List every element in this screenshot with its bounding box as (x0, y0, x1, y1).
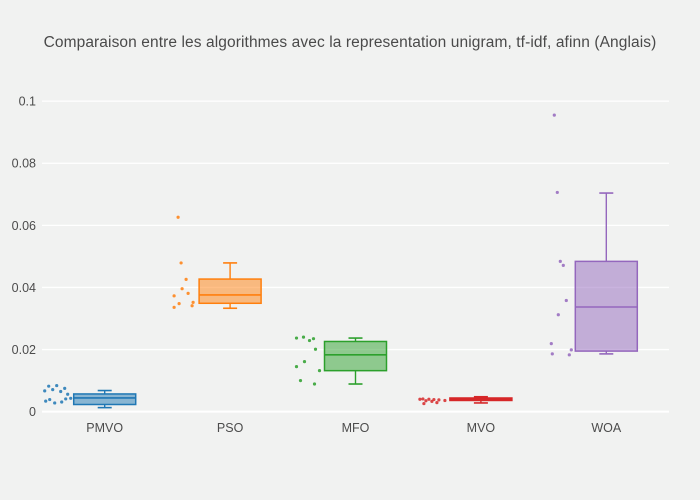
scatter-point-PMVO[interactable] (63, 386, 67, 390)
box-MFO[interactable] (323, 340, 388, 372)
scatter-point-WOA[interactable] (549, 342, 553, 346)
scatter-point-WOA[interactable] (552, 113, 556, 117)
y-tick-label: 0 (29, 405, 36, 419)
scatter-point-MFO[interactable] (302, 360, 307, 364)
scatter-point-PMVO[interactable] (48, 397, 52, 402)
scatter-point-WOA[interactable] (567, 353, 571, 357)
scatter-point-PMVO[interactable] (53, 401, 57, 405)
scatter-point-PSO[interactable] (190, 304, 194, 308)
scatter-point-PMVO[interactable] (59, 389, 63, 394)
chart-title: Comparaison entre les algorithmes avec l… (43, 34, 657, 51)
scatter-point-PMVO[interactable] (44, 399, 48, 403)
x-category-label-PMVO: PMVO (86, 421, 123, 435)
scatter-point-MVO[interactable] (435, 401, 439, 405)
scatter-point-WOA[interactable] (558, 259, 562, 263)
scatter-point-PMVO[interactable] (64, 397, 68, 401)
scatter-point-MFO[interactable] (294, 336, 299, 340)
scatter-point-PMVO[interactable] (66, 392, 70, 396)
scatter-point-MFO[interactable] (312, 382, 317, 386)
scatter-point-MVO[interactable] (424, 399, 428, 403)
box-PSO[interactable] (198, 278, 262, 305)
scatter-point-PSO[interactable] (184, 277, 188, 281)
scatter-point-MVO[interactable] (427, 397, 431, 401)
scatter-point-PSO[interactable] (186, 291, 190, 295)
scatter-point-MVO[interactable] (418, 397, 422, 401)
x-category-label-WOA: WOA (591, 421, 622, 435)
scatter-point-PSO[interactable] (176, 215, 180, 219)
scatter-point-WOA[interactable] (556, 313, 560, 317)
scatter-point-PMVO[interactable] (43, 389, 47, 393)
x-category-label-MVO: MVO (467, 421, 496, 435)
scatter-point-MVO[interactable] (421, 397, 425, 401)
scatter-point-PMVO[interactable] (51, 388, 55, 392)
scatter-point-MFO[interactable] (301, 335, 306, 339)
scatter-point-PMVO[interactable] (60, 400, 64, 404)
scatter-point-PSO[interactable] (180, 287, 184, 291)
scatter-point-PSO[interactable] (177, 301, 181, 306)
y-tick-label: 0.02 (12, 343, 36, 357)
scatter-point-PSO[interactable] (172, 294, 176, 298)
scatter-point-MVO[interactable] (430, 399, 434, 404)
scatter-point-WOA[interactable] (564, 298, 568, 303)
scatter-point-MVO[interactable] (432, 397, 436, 402)
scatter-point-WOA[interactable] (569, 348, 573, 352)
x-category-label-PSO: PSO (217, 421, 244, 435)
scatter-point-MFO[interactable] (307, 338, 312, 343)
scatter-point-PMVO[interactable] (55, 383, 59, 388)
y-tick-label: 0.06 (12, 219, 36, 233)
box-PMVO[interactable] (72, 393, 137, 406)
scatter-point-MFO[interactable] (294, 365, 299, 369)
x-category-label-MFO: MFO (342, 421, 370, 435)
scatter-point-MFO[interactable] (311, 337, 316, 341)
y-tick-label: 0.1 (19, 95, 36, 109)
scatter-point-PSO[interactable] (172, 305, 176, 309)
scatter-point-MVO[interactable] (437, 398, 441, 402)
scatter-point-MFO[interactable] (298, 378, 303, 383)
scatter-point-PSO[interactable] (179, 261, 183, 265)
scatter-point-WOA[interactable] (555, 190, 559, 195)
scatter-point-WOA[interactable] (561, 263, 565, 268)
scatter-point-MVO[interactable] (422, 401, 426, 406)
scatter-point-MVO[interactable] (443, 398, 447, 403)
scatter-point-PSO[interactable] (191, 300, 195, 304)
y-tick-label: 0.08 (12, 157, 36, 171)
scatter-point-PMVO[interactable] (69, 396, 73, 400)
scatter-point-WOA[interactable] (550, 352, 554, 356)
scatter-point-PMVO[interactable] (47, 384, 51, 388)
scatter-point-MFO[interactable] (313, 347, 318, 351)
scatter-point-MFO[interactable] (317, 369, 322, 373)
y-tick-label: 0.04 (12, 281, 36, 295)
